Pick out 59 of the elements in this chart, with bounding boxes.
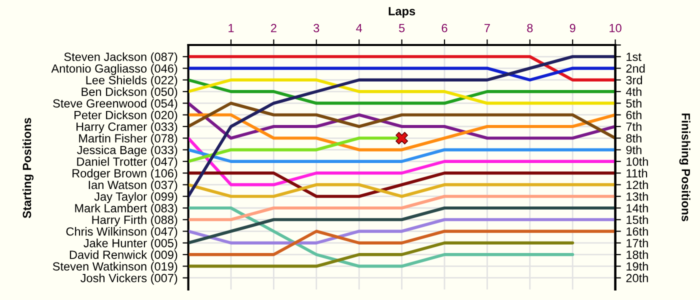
category-label: Jessica Bage (033): [77, 146, 178, 157]
y-tick-label: 9th: [626, 146, 642, 154]
y-tick-label: 15th: [626, 215, 648, 224]
line-series: [188, 113, 616, 152]
y-tick-label: 3rd: [626, 76, 642, 84]
y-tick-label: 11th: [626, 168, 648, 178]
line-series: [188, 206, 574, 268]
category-label: Antonio Gagliasso (046): [51, 64, 178, 76]
category-label: Martin Fisher (078): [79, 134, 178, 145]
x-tick-label: 2: [271, 24, 276, 32]
category-label: Ben Dickson (050): [82, 87, 178, 98]
y-tick-label: 12th: [626, 180, 648, 190]
x-tick-label: 4: [356, 24, 362, 32]
category-label: Steven Jackson (087): [64, 52, 178, 64]
x-tick-label: 6: [442, 24, 448, 32]
y-tick-label: 4th: [626, 87, 642, 96]
y-tick-label: 13th: [626, 192, 648, 201]
text: Starting Positions: [22, 118, 34, 218]
category-label: Daniel Trotter (047): [77, 157, 178, 168]
category-label: Rodger Brown (106): [72, 168, 178, 180]
x-tick-label: 5: [398, 24, 405, 32]
line-series: [188, 102, 616, 140]
y-tick-label: 20th: [626, 274, 648, 282]
x-tick-label: 10: [610, 24, 622, 32]
line-series: [188, 206, 616, 244]
y-axis-title: Finishing Positions: [679, 114, 690, 222]
category-label: Lee Shields (022): [86, 76, 178, 87]
y-tick-label: 17th: [626, 238, 648, 248]
x-axis-title: Laps: [388, 7, 416, 18]
y-tick-label: 2nd: [626, 64, 645, 73]
y-tick-label: 14th: [626, 204, 648, 212]
y-tick-label: 8th: [626, 134, 642, 143]
line-series: [188, 55, 616, 198]
y-tick-label: 18th: [626, 250, 648, 259]
category-label: Harry Firth (088): [92, 215, 178, 226]
category-label: Mark Lambert (083): [75, 204, 178, 215]
category-label: Jake Hunter (005): [84, 238, 178, 250]
category-label: Peter Dickson (020): [74, 110, 178, 122]
category-label: Chris Wilkinson (047): [66, 227, 178, 238]
y-tick-label: 16th: [626, 227, 648, 236]
category-label: Harry Cramer (033): [76, 122, 178, 134]
category-label: Steve Greenwood (054): [53, 98, 178, 110]
line-series: [188, 136, 616, 186]
x-tick-label: 3: [314, 24, 320, 32]
category-label: Steven Watkinson (019): [52, 262, 178, 273]
x-tick-label: 7: [484, 24, 490, 32]
category-label: Josh Vickers (007): [80, 274, 178, 285]
y-tick-label: 6th: [626, 110, 642, 120]
y-tick-label: 7th: [626, 122, 642, 131]
x-tick-label: 9: [570, 24, 576, 32]
category-label: Ian Watson (037): [88, 180, 178, 192]
y-tick-label: 1st: [626, 52, 642, 62]
category-label: Jay Taylor (099): [94, 192, 178, 204]
x-tick-label: 1: [228, 24, 234, 32]
y-tick-label: 10th: [626, 157, 648, 166]
category-label: David Renwick (009): [70, 250, 178, 262]
y-tick-label: 5th: [626, 98, 642, 108]
x-tick-label: 8: [527, 24, 533, 32]
y-tick-label: 19th: [626, 262, 648, 271]
